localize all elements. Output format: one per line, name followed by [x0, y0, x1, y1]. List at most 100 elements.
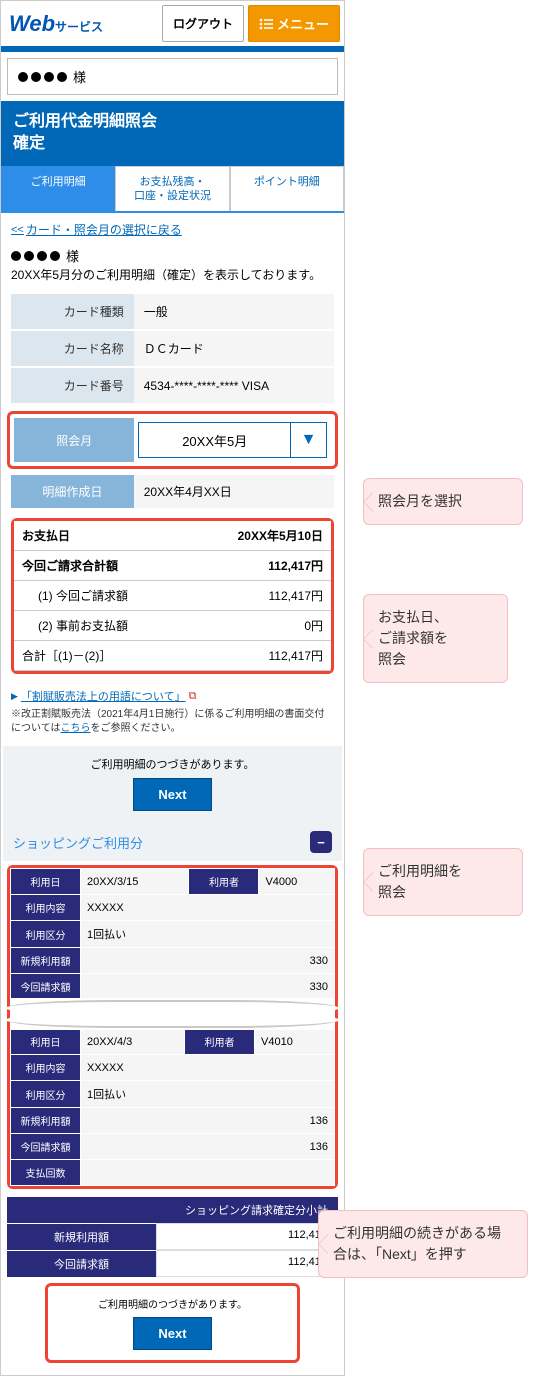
d1-type: 1回払い [81, 921, 335, 948]
paydate-label: お支払日 [14, 521, 187, 551]
bluebar [1, 46, 344, 52]
created-date-label: 明細作成日 [11, 475, 134, 508]
billing-highlight: お支払日20XX年5月10日 今回ご請求合計額112,417円 (1) 今回ご請… [11, 518, 334, 674]
terms-link-text: 「割賦販売法上の用語について」 [21, 688, 186, 704]
tab-usage[interactable]: ご利用明細 [1, 166, 115, 212]
back-link-text: カード・照会月の選択に戻る [26, 221, 182, 238]
card-number-value: 4534-****-****-**** VISA [134, 367, 334, 404]
tear-divider [10, 998, 335, 1030]
bill2-value: 0円 [187, 611, 331, 641]
d2-paytimes-lbl: 支払回数 [11, 1160, 81, 1186]
tab-balance[interactable]: お支払残高・ 口座・設定状況 [115, 166, 229, 212]
external-icon: ⧉ [189, 690, 197, 703]
sub-description: 20XX年5月分のご利用明細（確定）を表示しております。 [1, 267, 344, 294]
logout-button[interactable]: ログアウト [162, 5, 244, 42]
detail-table-1: 利用日20XX/3/15利用者V4000 利用内容XXXXX 利用区分1回払い … [10, 868, 335, 1000]
next-button-wrap-1: Next [3, 778, 342, 823]
d2-newamt: 136 [81, 1108, 335, 1134]
bill1-label: (1) 今回ご請求額 [14, 581, 187, 611]
menu-button[interactable]: メニュー [248, 5, 340, 42]
d1-type-lbl: 利用区分 [11, 921, 81, 948]
page-title-line1: ご利用代金明細照会 [13, 111, 332, 133]
d2-billamt-lbl: 今回請求額 [11, 1134, 81, 1160]
topbar: Web サービス ログアウト メニュー [1, 1, 344, 46]
shopping-section-header: ショッピングご利用分 − [3, 823, 342, 861]
d1-newamt-lbl: 新規利用額 [11, 948, 81, 974]
billing-table: お支払日20XX年5月10日 今回ご請求合計額112,417円 (1) 今回ご請… [14, 521, 331, 671]
next-button-1[interactable]: Next [133, 778, 211, 811]
masked-name [18, 72, 67, 82]
d1-content-lbl: 利用内容 [11, 895, 81, 921]
menu-icon [259, 17, 273, 31]
card-name-value: ＤＣカード [134, 330, 334, 367]
d1-date-lbl: 利用日 [11, 869, 81, 895]
disclaimer: ※改正割賦販売法（2021年4月1日施行）に係るご利用明細の書面交付についてはこ… [1, 706, 344, 746]
card-type-value: 一般 [134, 294, 334, 330]
subtotal-new-row: 新規利用額 112,417 [7, 1223, 338, 1250]
tabs: ご利用明細 お支払残高・ 口座・設定状況 ポイント明細 [1, 166, 344, 212]
inquiry-month-value: 20XX年5月 [139, 423, 290, 457]
created-date-row: 明細作成日 20XX年4月XX日 [11, 475, 334, 508]
terms-link-row[interactable]: ▶ 「割賦販売法上の用語について」 ⧉ [1, 680, 344, 706]
d1-billamt: 330 [81, 974, 335, 1000]
bill2-label: (2) 事前お支払額 [14, 611, 187, 641]
d1-newamt: 330 [81, 948, 335, 974]
triangle-icon: ▶ [11, 691, 18, 702]
masked-name-2 [11, 251, 60, 261]
shopping-header-text: ショッピングご利用分 [13, 833, 143, 852]
subtotal-bill-value: 112,417 [156, 1250, 338, 1277]
subtotal-header: ショッピング請求確定分小計 [7, 1197, 338, 1223]
name-suffix: 様 [73, 67, 86, 86]
d2-date-lbl: 利用日 [11, 1029, 81, 1055]
created-date-value: 20XX年4月XX日 [134, 475, 334, 508]
paydate-value: 20XX年5月10日 [187, 521, 331, 551]
d1-date: 20XX/3/15 [81, 869, 189, 895]
inquiry-month-select[interactable]: 20XX年5月 ▼ [138, 422, 327, 458]
logo-web: Web [9, 11, 55, 37]
subtotal-bill-row: 今回請求額 112,417 [7, 1250, 338, 1277]
next-button-2[interactable]: Next [133, 1317, 211, 1350]
phone-frame: Web サービス ログアウト メニュー 様 ご利用代金明細照会 確定 ご利用明細… [0, 0, 345, 1376]
tab-points[interactable]: ポイント明細 [230, 166, 344, 212]
detail-highlight: 利用日20XX/3/15利用者V4000 利用内容XXXXX 利用区分1回払い … [7, 865, 338, 1189]
d1-content: XXXXX [81, 895, 335, 921]
back-link[interactable]: << カード・照会月の選択に戻る [1, 213, 344, 246]
continue-message-2: ご利用明細のつづきがあります。 [48, 1292, 297, 1317]
disclaimer-b: をご参照ください。 [91, 723, 181, 734]
next2-highlight: ご利用明細のつづきがあります。 Next [45, 1283, 300, 1363]
chevron-left-icon: << [11, 224, 24, 236]
d1-user-lbl: 利用者 [189, 869, 259, 895]
disclaimer-link[interactable]: こちら [61, 723, 91, 734]
sum-label: 合計［(1)－(2)］ [14, 641, 187, 671]
page-title: ご利用代金明細照会 確定 [1, 101, 344, 166]
d1-user: V4000 [259, 869, 335, 895]
d2-newamt-lbl: 新規利用額 [11, 1108, 81, 1134]
collapse-icon[interactable]: − [310, 831, 332, 853]
logo: Web サービス [5, 9, 107, 39]
logo-svc: サービス [55, 18, 103, 35]
page-title-line2: 確定 [13, 133, 332, 155]
continue-message-1: ご利用明細のつづきがあります。 [3, 746, 342, 778]
callout-billing: お支払日、 ご請求額を 照会 [363, 594, 508, 683]
d2-type-lbl: 利用区分 [11, 1081, 81, 1108]
d2-type: 1回払い [81, 1081, 335, 1108]
inquiry-highlight: 照会月 20XX年5月 ▼ [7, 411, 338, 469]
d2-user: V4010 [255, 1029, 335, 1055]
bill1-value: 112,417円 [187, 581, 331, 611]
detail-table-2: 利用日20XX/4/3利用者V4010 利用内容XXXXX 利用区分1回払い 新… [10, 1028, 335, 1186]
card-info-table: カード種類一般 カード名称ＤＣカード カード番号4534-****-****-*… [11, 294, 334, 405]
d2-date: 20XX/4/3 [81, 1029, 185, 1055]
d2-user-lbl: 利用者 [185, 1029, 255, 1055]
total-label: 今回ご請求合計額 [14, 551, 187, 581]
card-number-label: カード番号 [11, 367, 134, 404]
total-value: 112,417円 [187, 551, 331, 581]
callout-inquiry-month: 照会月を選択 [363, 478, 523, 525]
callout-next: ご利用明細の続きがある場合は、「Next」を押す [318, 1210, 528, 1278]
d2-content: XXXXX [81, 1055, 335, 1081]
subtotal-new-label: 新規利用額 [7, 1223, 156, 1250]
inquiry-month-label: 照会月 [14, 418, 134, 462]
callout-detail: ご利用明細を 照会 [363, 848, 523, 916]
inquiry-month-select-wrap: 20XX年5月 ▼ [134, 418, 331, 462]
name-suffix-2: 様 [66, 246, 79, 265]
sub-user-name: 様 [1, 246, 344, 267]
